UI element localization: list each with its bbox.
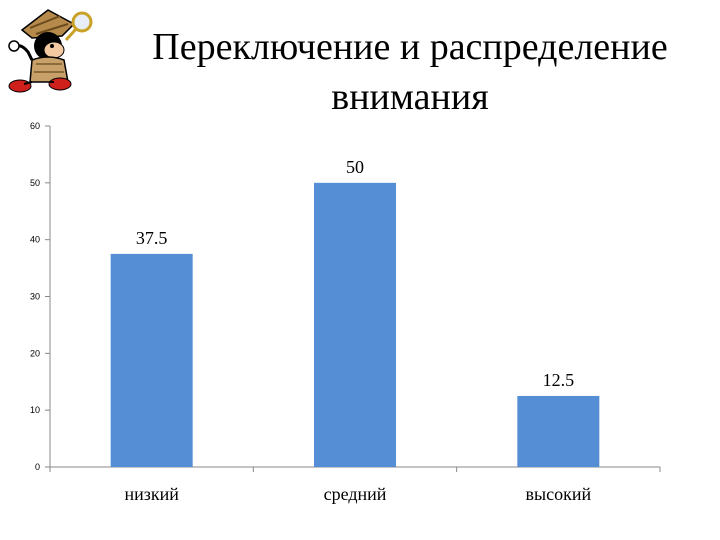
y-tick-label: 0: [35, 462, 40, 472]
page-title: Переключение и распределение внимания: [120, 22, 700, 122]
title-line-1: Переключение и распределение: [152, 26, 668, 68]
cartoon-mouse-detective-icon: [8, 9, 93, 93]
data-label: 12.5: [543, 370, 575, 390]
x-tick-label: низкий: [124, 484, 179, 504]
y-tick-label: 40: [30, 235, 40, 245]
y-tick-label: 50: [30, 178, 40, 188]
bar-1: [110, 253, 193, 467]
data-label: 37.5: [136, 228, 168, 248]
x-tick-label: высокий: [526, 484, 592, 504]
bar-3: [517, 395, 600, 467]
data-label: 50: [346, 157, 364, 177]
y-tick-label: 10: [30, 405, 40, 415]
y-tick-label: 60: [30, 121, 40, 131]
title-line-2: внимания: [331, 76, 489, 118]
x-tick-label: средний: [324, 484, 387, 504]
bar-2: [314, 182, 396, 468]
y-tick-label: 30: [30, 292, 40, 302]
y-tick-label: 20: [30, 348, 40, 358]
